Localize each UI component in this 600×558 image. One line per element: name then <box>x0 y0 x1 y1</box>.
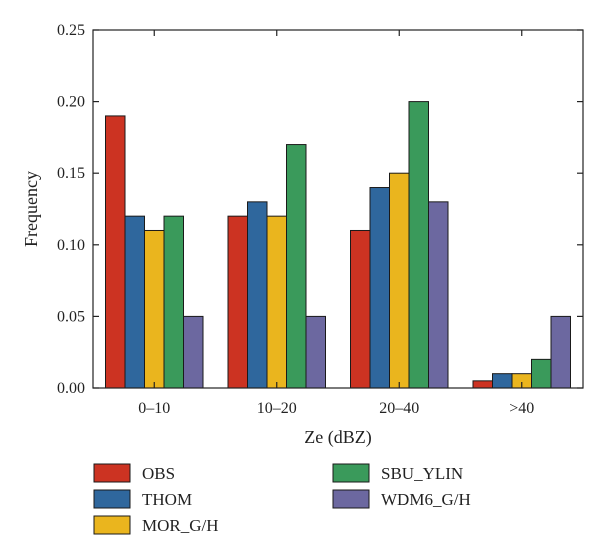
bar-wdm6-g-h-0 <box>183 315 204 389</box>
x-tick-label: 0–10 <box>138 400 170 417</box>
bar-thom-2 <box>369 187 390 389</box>
x-axis-ticks: 0–10 10–20 20–40 >40 <box>138 30 534 417</box>
bar-wdm6-g-h-1 <box>305 315 326 389</box>
y-tick-label: 0.20 <box>57 94 85 111</box>
legend-label-thom: THOM <box>142 490 192 509</box>
y-tick-label: 0.10 <box>57 237 85 254</box>
legend-label-wdm6-g-h: WDM6_G/H <box>381 490 471 509</box>
bar-sbu-ylin-0 <box>163 215 184 389</box>
y-axis-label: Frequency <box>21 171 41 247</box>
legend-swatch-sbu-ylin <box>332 463 370 483</box>
bar-thom-3 <box>492 373 513 389</box>
bar-obs-2 <box>350 229 371 389</box>
bar-mor-g-h-2 <box>389 172 410 389</box>
y-tick-label: 0.00 <box>57 380 85 397</box>
y-tick-label: 0.05 <box>57 308 85 325</box>
bar-wdm6-g-h-3 <box>550 315 571 389</box>
plot-frame <box>92 29 584 389</box>
bar-thom-1 <box>247 201 268 389</box>
legend-label-sbu-ylin: SBU_YLIN <box>381 464 463 483</box>
y-tick-label: 0.15 <box>57 165 85 182</box>
bar-wdm6-g-h-2 <box>428 201 449 389</box>
bars-group <box>105 101 571 389</box>
bar-sbu-ylin-3 <box>531 358 552 389</box>
legend-swatch-thom <box>93 489 131 509</box>
legend-swatch-obs <box>93 463 131 483</box>
legend-label-mor-g-h: MOR_G/H <box>142 516 219 535</box>
bar-thom-0 <box>124 215 145 389</box>
bar-mor-g-h-0 <box>144 229 165 389</box>
bar-sbu-ylin-1 <box>286 144 307 389</box>
bar-obs-1 <box>227 215 248 389</box>
x-tick-label: 20–40 <box>379 400 419 417</box>
x-tick-label: >40 <box>509 400 534 417</box>
legend: OBS THOM MOR_G/H SBU_YLIN WDM6_G/H <box>93 463 471 535</box>
x-tick-label: 10–20 <box>257 400 297 417</box>
x-axis-label: Ze (dBZ) <box>304 427 371 448</box>
legend-swatch-mor-g-h <box>93 515 131 535</box>
bar-mor-g-h-1 <box>266 215 287 389</box>
y-tick-label: 0.25 <box>57 22 85 39</box>
legend-label-obs: OBS <box>142 464 175 483</box>
legend-swatch-wdm6-g-h <box>332 489 370 509</box>
bar-sbu-ylin-2 <box>408 101 429 389</box>
bar-obs-0 <box>105 115 126 389</box>
bar-obs-3 <box>472 380 493 389</box>
